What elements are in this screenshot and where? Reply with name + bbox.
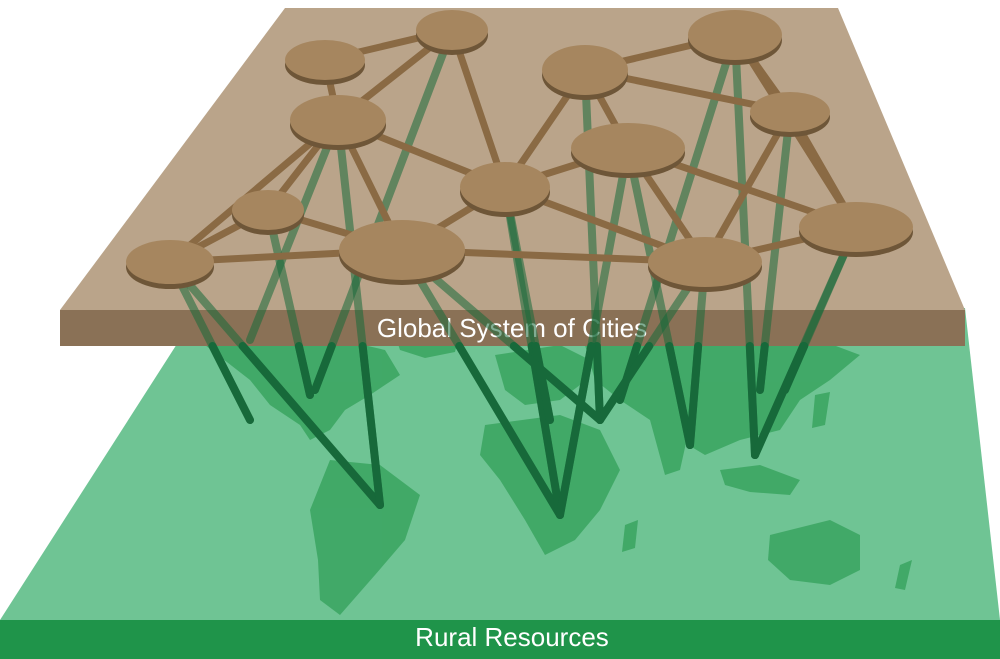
city-node-top — [688, 10, 782, 60]
city-resource-link-lower — [596, 342, 654, 424]
city-resource-link-lower — [358, 342, 384, 509]
new-zealand-landmass — [895, 560, 912, 590]
city-resource-link-lower — [509, 342, 604, 424]
city-node — [648, 237, 762, 292]
africa-landmass — [480, 415, 620, 555]
city-node — [799, 202, 913, 257]
india-landmass — [650, 420, 690, 475]
city-node-top — [460, 162, 550, 212]
rural-resources-layer: Rural Resources — [0, 308, 1000, 659]
city-node-top — [339, 220, 465, 280]
japan-landmass — [812, 392, 830, 428]
city-node — [542, 45, 628, 100]
madagascar-landmass — [622, 520, 638, 552]
city-node-top — [799, 202, 913, 252]
city-node — [232, 190, 304, 235]
city-node-top — [571, 123, 685, 173]
city-resource-link — [246, 116, 342, 344]
city-network-edge — [448, 26, 509, 191]
city-node-top — [285, 40, 365, 80]
city-node — [285, 40, 365, 85]
rural-band — [0, 620, 1000, 659]
city-network-nodes — [126, 10, 913, 292]
city-node-top — [232, 190, 304, 230]
city-resource-link-lower — [751, 342, 808, 459]
city-node — [571, 123, 685, 178]
southeast-asia-landmass — [720, 465, 800, 495]
south-america-landmass — [310, 460, 420, 615]
city-node — [416, 10, 488, 55]
city-node-top — [542, 45, 628, 95]
city-resource-link-lower — [455, 342, 564, 519]
city-resource-link-lower — [665, 342, 694, 449]
city-resource-link-lower — [592, 342, 604, 424]
city-node-top — [416, 10, 488, 50]
city-node — [339, 220, 465, 285]
city-node — [688, 10, 782, 65]
city-resource-link-lower — [756, 342, 769, 394]
city-resource-link-lower — [238, 342, 384, 509]
city-node — [290, 95, 386, 150]
city-node-top — [648, 237, 762, 287]
australia-landmass — [768, 520, 860, 585]
city-node — [460, 162, 550, 217]
city-resource-link-lower — [294, 342, 314, 399]
city-resource-link-lower — [745, 342, 759, 459]
city-node — [126, 240, 214, 289]
city-resource-link-lower — [556, 342, 596, 519]
city-resource-link-lower — [527, 342, 564, 519]
rural-resources-label: Rural Resources — [415, 622, 609, 652]
city-node-top — [290, 95, 386, 145]
city-resource-link-lower — [311, 342, 336, 394]
global-system-label: Global System of Cities — [377, 313, 647, 343]
city-node-top — [750, 92, 830, 132]
city-resource-link-lower — [208, 342, 254, 424]
city-resource-link-lower — [531, 342, 554, 424]
city-node — [750, 92, 830, 137]
city-network-edge — [701, 108, 794, 266]
city-resource-link-lower — [686, 342, 703, 449]
city-node-top — [126, 240, 214, 284]
